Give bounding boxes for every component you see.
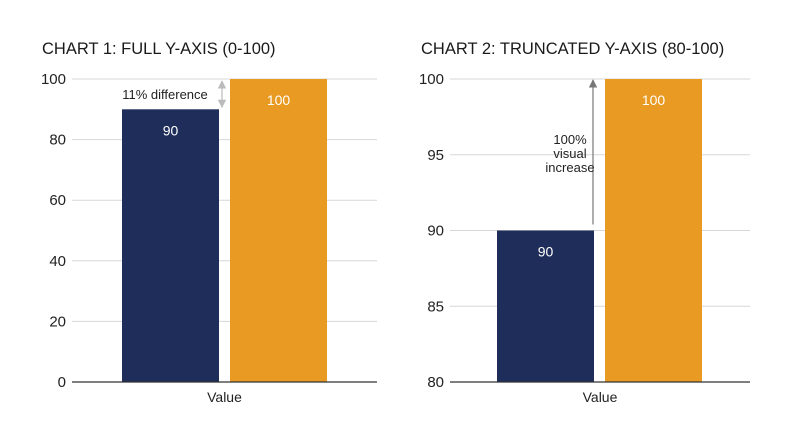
y-tick-label: 100 [41, 71, 66, 88]
y-tick-label: 100 [419, 71, 444, 88]
data-label: 90 [538, 244, 554, 260]
annotation-text-line: increase [545, 160, 594, 175]
bar-navy [497, 230, 594, 382]
chart-title: CHART 1: FULL Y-AXIS (0-100) [42, 40, 276, 58]
y-tick-label: 85 [427, 298, 444, 315]
annotation-text-line: 100% [553, 132, 587, 147]
y-tick-label: 80 [49, 132, 66, 149]
chart-2: CHART 2: TRUNCATED Y-AXIS (80-100) 80 85 90… [419, 40, 750, 405]
y-tick-label: 80 [427, 374, 444, 391]
y-tick-label: 40 [49, 253, 66, 270]
bar-orange [605, 79, 702, 382]
chart-title: CHART 2: TRUNCATED Y-AXIS (80-100) [421, 40, 724, 58]
bar-orange [230, 79, 327, 382]
y-tick-label: 90 [427, 223, 444, 240]
annotation-text-line: visual [553, 146, 586, 161]
chart-1: CHART 1: FULL Y-AXIS (0-100) 0 20 40 60 80 100… [41, 40, 377, 405]
x-axis-label: Value [583, 389, 618, 405]
y-tick-label: 0 [58, 374, 66, 391]
annotation-text: 11% difference [122, 87, 208, 102]
y-tick-label: 95 [427, 147, 444, 164]
data-label: 100 [267, 92, 291, 108]
data-label: 90 [163, 122, 179, 138]
bar-navy [122, 109, 219, 383]
y-tick-label: 20 [49, 313, 66, 330]
x-axis-label: Value [207, 389, 242, 405]
y-tick-label: 60 [49, 192, 66, 209]
data-label: 100 [642, 92, 666, 108]
